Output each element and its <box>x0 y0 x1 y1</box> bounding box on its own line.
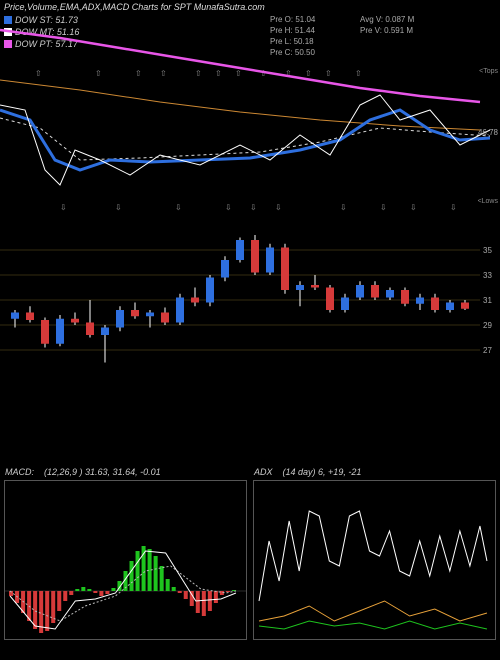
adx-label: ADX (14 day) 6, +19, -21 <box>254 467 361 477</box>
adx-panel: ADX (14 day) 6, +19, -21 <box>253 480 496 640</box>
price-axis-label: 46.78 <box>478 128 498 137</box>
svg-text:⇩: ⇩ <box>410 203 417 212</box>
svg-text:⇩: ⇩ <box>450 203 457 212</box>
svg-text:29: 29 <box>483 321 492 330</box>
macd-panel: MACD: (12,26,9 ) 31.63, 31.64, -0.01 <box>4 480 247 640</box>
price-ema-panel: ⇧⇧⇧⇧⇧⇧⇧⇧⇧⇧⇧⇧⇩⇩⇩⇩⇩⇩⇩⇩⇩⇩ <Tops 46.78 <Lows <box>0 10 500 220</box>
svg-text:⇩: ⇩ <box>115 203 122 212</box>
indicator-row: MACD: (12,26,9 ) 31.63, 31.64, -0.01 ADX… <box>0 480 500 640</box>
svg-text:⇧: ⇧ <box>195 69 202 78</box>
svg-text:⇧: ⇧ <box>135 69 142 78</box>
svg-text:⇩: ⇩ <box>225 203 232 212</box>
tops-tag: <Tops <box>479 68 498 75</box>
macd-label: MACD: (12,26,9 ) 31.63, 31.64, -0.01 <box>5 467 161 477</box>
svg-text:⇧: ⇧ <box>235 69 242 78</box>
svg-text:⇧: ⇧ <box>35 69 42 78</box>
svg-text:⇧: ⇧ <box>355 69 362 78</box>
svg-text:33: 33 <box>483 271 492 280</box>
svg-text:⇧: ⇧ <box>160 69 167 78</box>
svg-text:⇩: ⇩ <box>380 203 387 212</box>
svg-text:⇩: ⇩ <box>275 203 282 212</box>
svg-text:31: 31 <box>483 296 492 305</box>
candlestick-panel: 35 33 31 29 27 <box>0 225 500 375</box>
svg-text:⇧: ⇧ <box>305 69 312 78</box>
svg-text:27: 27 <box>483 346 492 355</box>
svg-text:⇩: ⇩ <box>340 203 347 212</box>
svg-text:⇩: ⇩ <box>60 203 67 212</box>
svg-text:35: 35 <box>483 246 492 255</box>
svg-text:⇧: ⇧ <box>215 69 222 78</box>
svg-text:⇩: ⇩ <box>250 203 257 212</box>
lows-tag: <Lows <box>478 198 498 205</box>
svg-text:⇧: ⇧ <box>325 69 332 78</box>
svg-text:⇧: ⇧ <box>95 69 102 78</box>
svg-text:⇩: ⇩ <box>175 203 182 212</box>
